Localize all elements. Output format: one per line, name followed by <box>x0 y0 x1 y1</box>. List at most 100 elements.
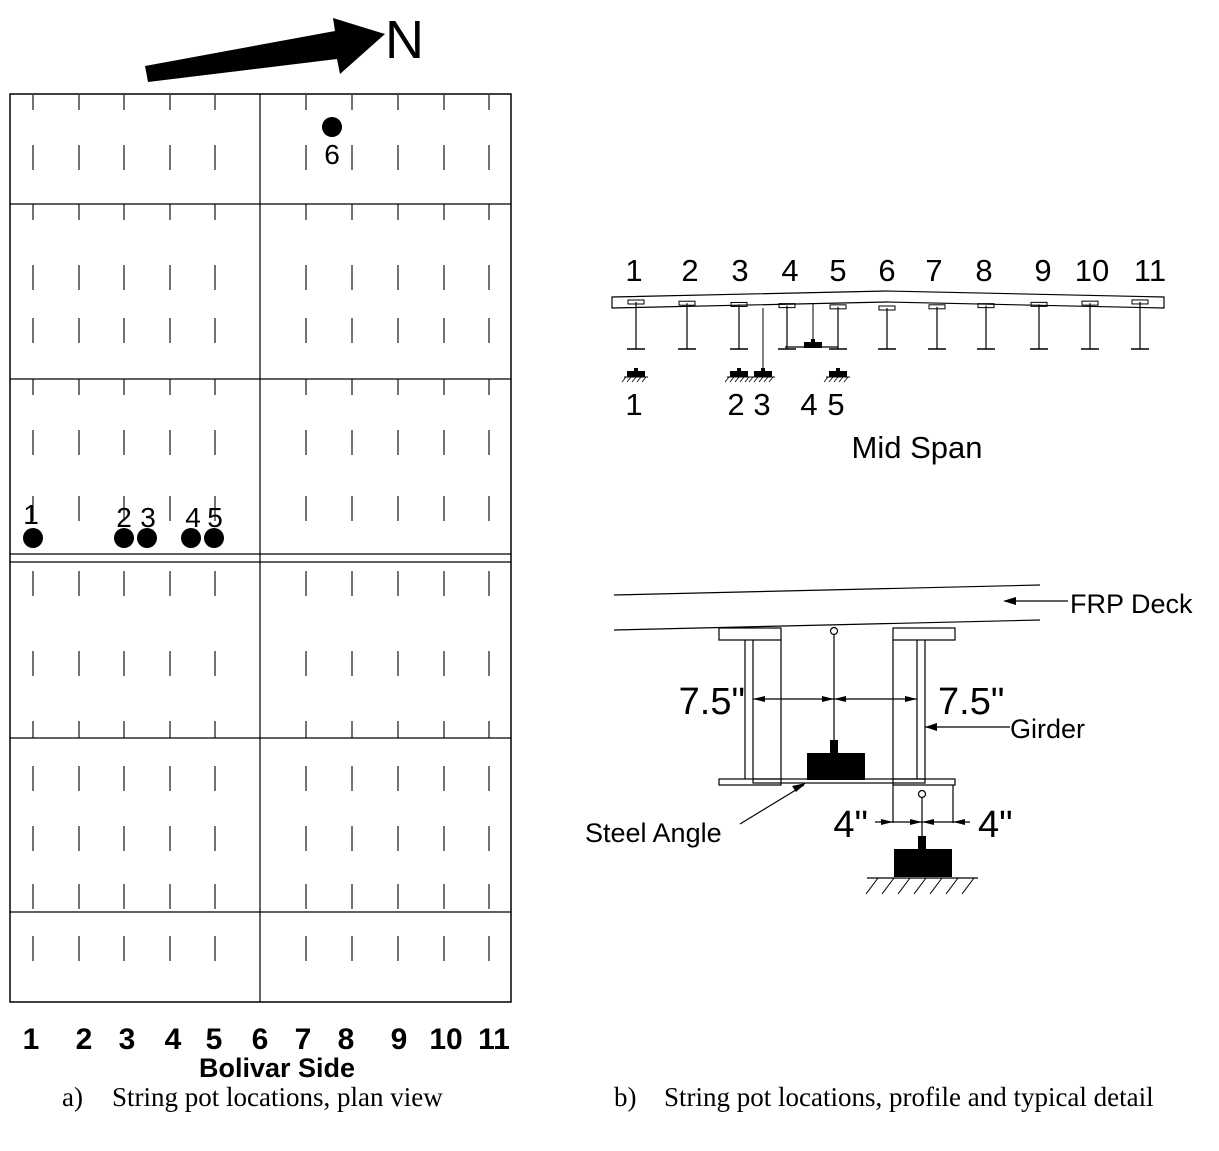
hatch-line <box>945 877 959 895</box>
caption-b-letter: b) <box>614 1082 637 1112</box>
profile-pot-body <box>804 342 822 348</box>
string-pot-marker <box>114 528 134 548</box>
profile-pot-number: 1 <box>625 387 642 422</box>
side-label: Bolivar Side <box>199 1053 355 1083</box>
profile-pot-hatch <box>823 376 829 383</box>
left-girder <box>718 627 782 786</box>
hatch-line <box>929 877 943 895</box>
profile-pot-hatch <box>758 376 764 383</box>
dim-right-label: 7.5" <box>938 681 1004 723</box>
profile-pot-hatch <box>734 376 740 383</box>
profile-pot-hatch <box>768 376 774 383</box>
profile-pot-body <box>627 371 645 377</box>
profile-pot-stem <box>811 339 815 343</box>
plan-girder-number: 1 <box>23 1023 40 1056</box>
string-pot-marker <box>137 528 157 548</box>
profile-girder-number: 8 <box>975 253 992 288</box>
profile-pot-hatch <box>621 376 627 383</box>
plan-girder-number: 9 <box>391 1023 408 1056</box>
string-pot-label: 2 <box>116 502 132 533</box>
hatch-line <box>961 877 975 895</box>
detail-deck-bottom <box>613 619 1041 631</box>
profile-pot-hatch <box>739 376 745 383</box>
profile-pot-number: 4 <box>800 387 817 422</box>
string-pot-label: 1 <box>23 499 39 530</box>
plan-girder-number: 6 <box>252 1023 269 1056</box>
plan-girder-number: 5 <box>206 1023 223 1056</box>
plan-string-pots: 1 2 3 4 5 6 <box>23 117 342 548</box>
string-pot-marker <box>181 528 201 548</box>
profile-pot-hatch <box>838 376 844 383</box>
lower-pot-body <box>894 849 952 877</box>
upper-pot-body <box>807 753 865 780</box>
profile-girder-number: 7 <box>925 253 942 288</box>
string-pot-marker <box>322 117 342 137</box>
profile-girder-numbers: 1 2 3 4 5 6 7 8 9 10 11 <box>625 253 1166 288</box>
dim-left-label: 7.5" <box>679 681 745 723</box>
plan-view: 1 2 3 4 56 1 2 3 4 5 6 7 8 9 10 11 Bolivar Side <box>9 93 512 1083</box>
plan-girder-number: 11 <box>478 1023 510 1056</box>
deck-arrowhead-icon <box>1003 597 1016 605</box>
dim-lower-left-label: 4" <box>833 804 868 846</box>
plan-girder-number: 8 <box>338 1023 355 1056</box>
plan-girder-number: 3 <box>119 1023 136 1056</box>
profile-string-pots <box>621 304 850 383</box>
detail-deck-top <box>613 584 1041 596</box>
north-arrow-icon <box>145 18 385 82</box>
caption-a-letter: a) <box>62 1082 83 1112</box>
hatch-line <box>897 877 911 895</box>
profile-pot-hatch <box>724 376 730 383</box>
typical-detail: FRP Deck 7.5" 7.5" <box>585 584 1193 895</box>
profile-pot-number: 2 <box>727 387 744 422</box>
profile-girder-number: 9 <box>1034 253 1051 288</box>
string-pot-label: 5 <box>207 502 223 533</box>
profile-pot-body <box>829 371 847 377</box>
caption-a: a) String pot locations, plan view <box>62 1081 532 1115</box>
plan-girder-number: 2 <box>76 1023 93 1056</box>
upper-pot-stem <box>830 740 838 754</box>
plan-girder-number: 7 <box>295 1023 312 1056</box>
caption-b-text: String pot locations, profile and typica… <box>664 1082 1154 1112</box>
profile-title: Mid Span <box>852 430 983 465</box>
profile-pot-hatch <box>843 376 849 383</box>
angle-leader <box>739 784 805 825</box>
hatch-line <box>865 877 879 895</box>
lower-pot-hook-icon <box>917 789 927 799</box>
profile-pot-stem <box>836 368 840 372</box>
plan-girder-number: 10 <box>429 1023 462 1056</box>
profile-pot-stem <box>634 368 638 372</box>
profile-pot-hatch <box>626 376 632 383</box>
profile-pot-stem <box>737 368 741 372</box>
profile-girder-number: 6 <box>878 253 895 288</box>
profile-girder-number: 11 <box>1134 253 1166 288</box>
profile-pot-hatch <box>748 376 754 383</box>
string-pot-label: 3 <box>140 502 156 533</box>
profile-pot-stem <box>761 368 765 372</box>
upper-pot-hook-icon <box>829 626 839 636</box>
profile-girder-number: 2 <box>681 253 698 288</box>
profile-pot-hatch <box>631 376 637 383</box>
angle-label: Steel Angle <box>585 818 722 848</box>
profile-pot-hatch <box>753 376 759 383</box>
profile-deck <box>611 290 1165 309</box>
hatch-line <box>881 877 895 895</box>
profile-pot-body <box>730 371 748 377</box>
hatch-line <box>913 877 927 895</box>
profile-pot-hatch <box>729 376 735 383</box>
profile-girder-number: 10 <box>1075 253 1109 288</box>
profile-pot-hatch <box>828 376 834 383</box>
north-label: N <box>385 10 424 70</box>
plan-panel-lines <box>10 203 511 913</box>
profile-pot-number: 5 <box>827 387 844 422</box>
profile-girder-number: 1 <box>625 253 642 288</box>
string-pot-label: 4 <box>185 502 201 533</box>
plan-girder-numbers: 1 2 3 4 5 6 7 8 9 10 11 <box>23 1023 510 1056</box>
caption-a-text: String pot locations, plan view <box>112 1082 443 1112</box>
deck-label: FRP Deck <box>1070 589 1193 619</box>
string-pot-marker <box>23 528 43 548</box>
profile-girder-number: 3 <box>731 253 748 288</box>
caption-b: b) String pot locations, profile and typ… <box>614 1081 1184 1115</box>
